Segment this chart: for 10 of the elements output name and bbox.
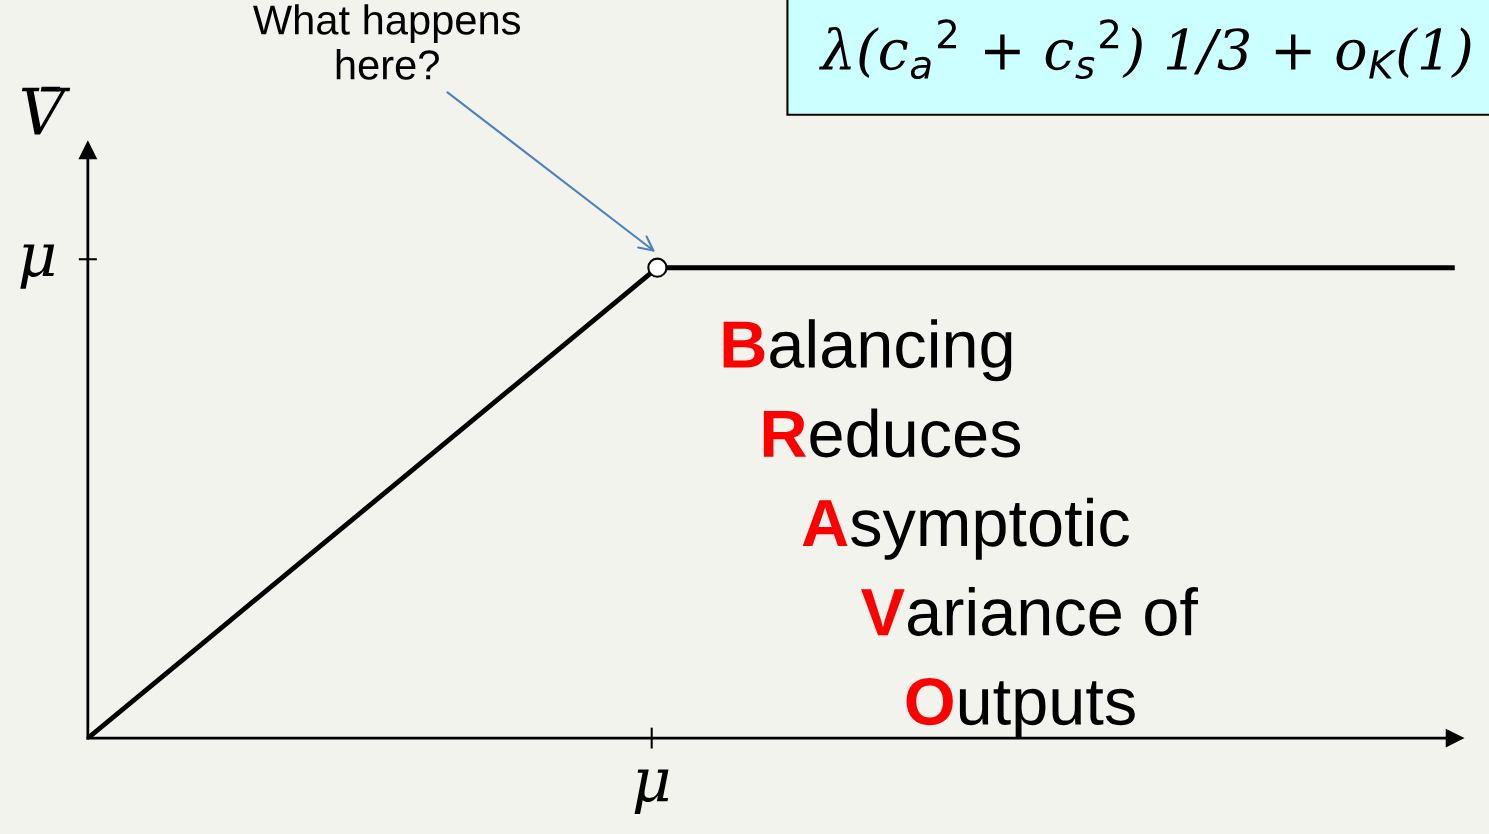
annotation: Outputs [906, 677, 1135, 739]
annotation: Asymptotic [802, 497, 1129, 560]
text: μ [634, 769, 669, 814]
annotation: Variance of [861, 586, 1199, 636]
text: μ [20, 244, 55, 289]
text: What happens here? [252, 4, 520, 80]
annotation: Balancing [723, 319, 1012, 382]
y-axis-title: V̄ [21, 86, 71, 135]
text: λ(c$_{a}$$^{2}$ + c$_{s}$$^{2}$) 1/3 + o$_{K}$(1) [818, 19, 1471, 80]
annotation: Reduces [763, 408, 1021, 458]
